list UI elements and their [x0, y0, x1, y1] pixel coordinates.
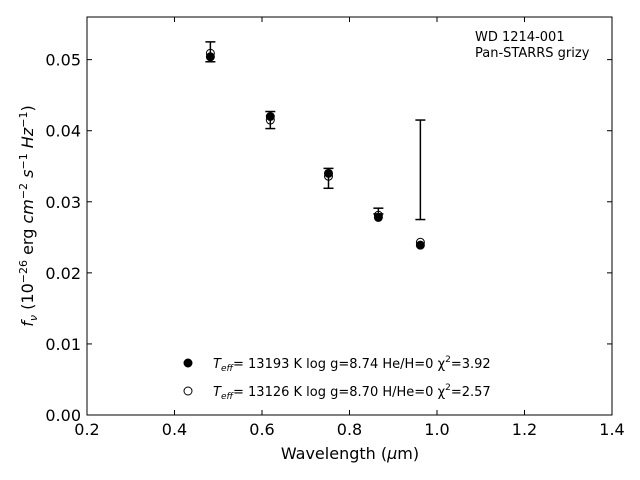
y-axis-label: fν (10−26 erg cm−2 s−1 Hz−1): [17, 105, 40, 326]
y-tick-label: 0.00: [45, 406, 81, 425]
x-tick-label: 0.8: [337, 420, 362, 439]
observed-errorbars: [205, 41, 426, 221]
y-tick-label: 0.02: [45, 264, 81, 283]
x-axis: 0.2 0.4 0.6 0.8 1.0 1.2 1.4: [74, 17, 625, 439]
legend-marker-filled: [183, 358, 193, 368]
x-tick-label: 0.6: [249, 420, 274, 439]
model-points: [205, 48, 425, 250]
legend-marker-open: [183, 386, 193, 396]
open-point: [373, 210, 383, 220]
open-point: [324, 171, 333, 181]
x-tick-label: 1.4: [599, 420, 624, 439]
survey-annotation: Pan-STARRS grizy: [475, 46, 590, 61]
x-tick-label: 0.4: [162, 420, 187, 439]
x-tick-label: 1.0: [424, 420, 449, 439]
filled-point: [373, 212, 383, 222]
x-tick-label: 0.2: [74, 420, 99, 439]
y-tick-label: 0.05: [45, 51, 81, 70]
y-tick-label: 0.04: [45, 122, 81, 141]
legend: Teff= 13193 K log g=8.74 He/H=0 χ2=3.92 …: [183, 355, 491, 402]
y-tick-label: 0.01: [45, 335, 81, 354]
x-axis-label: Wavelength (μm): [281, 444, 419, 463]
legend-entry-db: Teff= 13126 K log g=8.70 H/He=0 χ2=2.57: [213, 383, 491, 402]
legend-entry-da: Teff= 13193 K log g=8.74 He/H=0 χ2=3.92: [213, 355, 491, 374]
open-point: [265, 115, 275, 125]
open-point: [415, 237, 425, 247]
svg-text:fν (10−26 erg cm−2 s−1 Hz−1): fν (10−26 erg cm−2 s−1 Hz−1): [17, 105, 40, 326]
filled-point: [415, 240, 425, 250]
y-tick-label: 0.03: [45, 193, 81, 212]
filled-point: [324, 168, 333, 178]
y-axis: 0.00 0.01 0.02 0.03 0.04 0.05: [45, 51, 612, 425]
object-annotation: WD 1214-001: [475, 30, 565, 45]
plot-frame: [86, 16, 613, 416]
x-tick-label: 1.2: [512, 420, 537, 439]
open-point: [205, 48, 215, 58]
